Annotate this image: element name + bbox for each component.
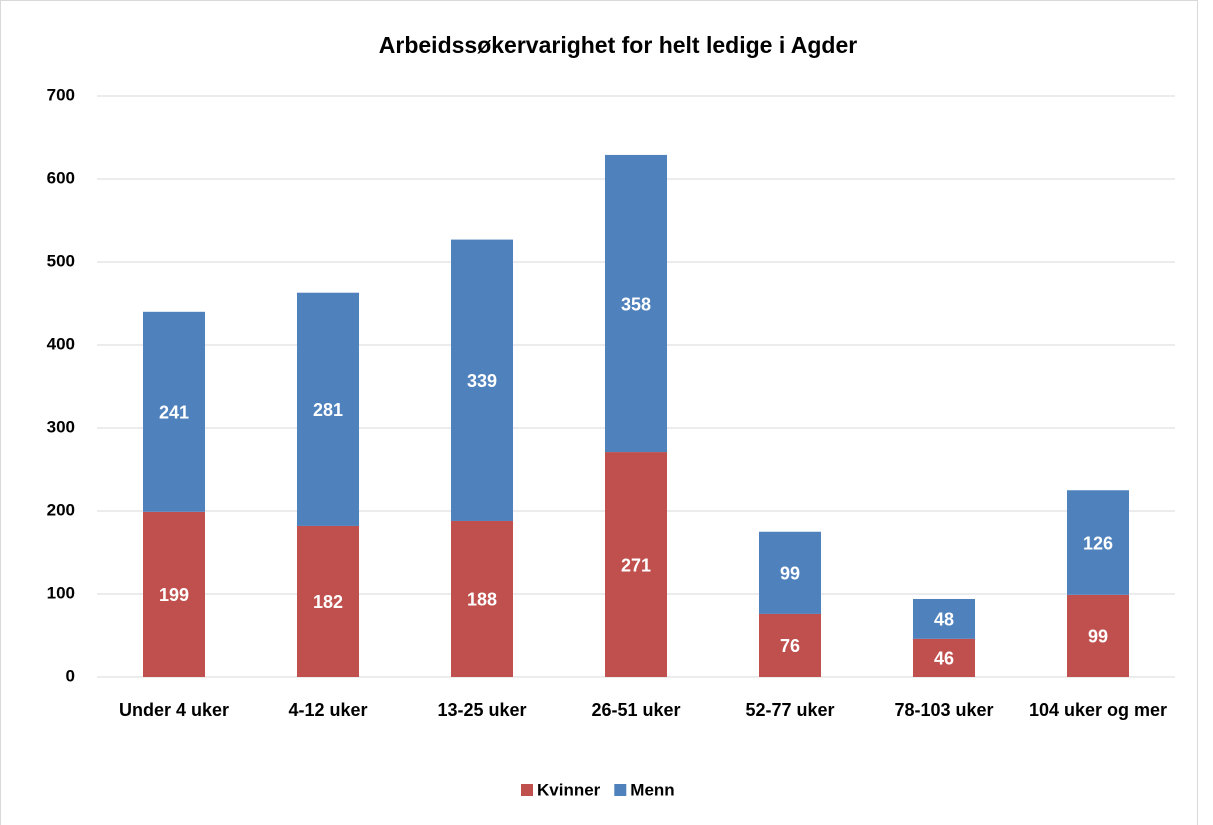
y-tick-label: 300 bbox=[47, 417, 75, 436]
legend-label: Kvinner bbox=[537, 780, 601, 799]
data-label: 46 bbox=[934, 649, 954, 669]
y-tick-label: 400 bbox=[47, 334, 75, 353]
legend-swatch bbox=[521, 784, 533, 796]
bar-segment bbox=[759, 531, 821, 614]
data-label: 188 bbox=[467, 590, 497, 610]
data-label: 199 bbox=[159, 585, 189, 605]
bar-segment bbox=[297, 292, 359, 526]
data-label: 281 bbox=[313, 400, 343, 420]
data-label: 99 bbox=[1088, 627, 1108, 647]
y-tick-label: 100 bbox=[47, 583, 75, 602]
bar-segment bbox=[451, 239, 513, 521]
bar-segment bbox=[913, 598, 975, 639]
data-label: 271 bbox=[621, 555, 651, 575]
y-tick-label: 500 bbox=[47, 251, 75, 270]
data-label: 339 bbox=[467, 371, 497, 391]
data-label: 76 bbox=[780, 636, 800, 656]
y-tick-label: 0 bbox=[66, 666, 75, 685]
bar-segment bbox=[1067, 594, 1129, 677]
data-label: 358 bbox=[621, 294, 651, 314]
data-label: 99 bbox=[780, 564, 800, 584]
x-tick-label: 78-103 uker bbox=[894, 700, 994, 720]
x-tick-label: 13-25 uker bbox=[437, 700, 527, 720]
y-tick-label: 600 bbox=[47, 168, 75, 187]
data-label: 48 bbox=[934, 610, 954, 630]
y-tick-label: 200 bbox=[47, 500, 75, 519]
x-tick-label: 52-77 uker bbox=[745, 700, 835, 720]
bar-segment bbox=[143, 311, 205, 512]
x-tick-label: 104 uker og mer bbox=[1028, 700, 1168, 720]
legend-label: Menn bbox=[630, 780, 674, 799]
x-tick-label: 4-12 uker bbox=[288, 700, 368, 720]
legend-swatch bbox=[614, 784, 627, 796]
data-label: 182 bbox=[313, 592, 343, 612]
bar-segment bbox=[297, 525, 359, 677]
x-tick-label: Under 4 uker bbox=[118, 700, 230, 720]
bar-segment bbox=[913, 638, 975, 677]
chart-title: Arbeidssøkervarighet for helt ledige i A… bbox=[379, 32, 857, 58]
bar-segment bbox=[605, 154, 667, 453]
x-tick-label: 26-51 uker bbox=[591, 700, 681, 720]
bar-segment bbox=[1067, 490, 1129, 595]
bar-segment bbox=[759, 613, 821, 677]
y-tick-label: 700 bbox=[47, 85, 75, 104]
bar-segment bbox=[605, 452, 667, 677]
bar-segment bbox=[143, 511, 205, 677]
bar-segment bbox=[451, 520, 513, 677]
data-label: 126 bbox=[1083, 533, 1113, 553]
data-label: 241 bbox=[159, 403, 189, 423]
